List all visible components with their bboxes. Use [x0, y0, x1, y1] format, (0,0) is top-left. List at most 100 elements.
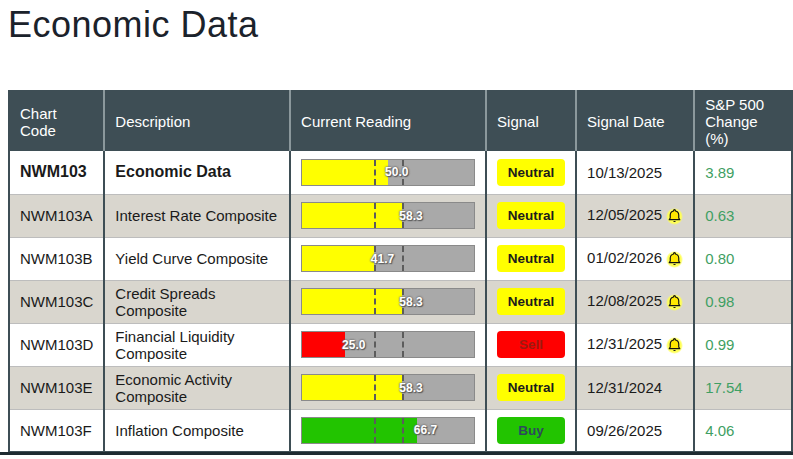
table-row: NWM103DFinancial Liquidity Composite 25.0…	[9, 323, 792, 366]
signal-badge[interactable]: Buy	[497, 417, 565, 444]
table-row: NWM103BYield Curve Composite 41.7 Neutral 0…	[9, 237, 792, 280]
reading-bar-track: 41.7	[301, 245, 475, 272]
alert-bell-icon[interactable]	[666, 294, 683, 311]
reading-value-label: 25.0	[342, 338, 365, 352]
sp500-change-cell: 0.80	[694, 237, 792, 280]
table-row: NWM103FInflation Composite 66.7 Buy 09/26/2…	[9, 409, 792, 452]
signal-cell: Neutral	[486, 194, 576, 237]
table-row: NWM103AInterest Rate Composite 58.3 Neutra…	[9, 194, 792, 237]
reading-bar-fill	[302, 203, 402, 228]
signal-date-cell: 12/05/2025	[576, 194, 694, 237]
chart-code-cell: NWM103D	[9, 323, 104, 366]
signal-date-text: 10/13/2025	[587, 164, 662, 181]
current-reading-cell: 41.7	[290, 237, 486, 280]
signal-badge[interactable]: Neutral	[497, 159, 565, 186]
description-cell: Economic Data	[104, 151, 290, 194]
signal-date-text: 12/31/2025	[587, 335, 662, 352]
signal-date-text: 01/02/2026	[587, 249, 662, 266]
signal-badge[interactable]: Neutral	[497, 374, 565, 401]
sp500-change-cell: 17.54	[694, 366, 792, 409]
sp500-change-cell: 0.99	[694, 323, 792, 366]
current-reading-cell: 50.0	[290, 151, 486, 194]
signal-date-cell: 12/31/2024	[576, 366, 694, 409]
chart-code-cell: NWM103F	[9, 409, 104, 452]
signal-cell: Neutral	[486, 151, 576, 194]
signal-date-cell: 12/31/2025	[576, 323, 694, 366]
threshold-line	[374, 203, 376, 228]
reading-value-label: 58.3	[399, 209, 422, 223]
description-cell: Financial Liquidity Composite	[104, 323, 290, 366]
description-cell: Economic Activity Composite	[104, 366, 290, 409]
alert-bell-icon[interactable]	[666, 251, 683, 268]
current-reading-cell: 66.7	[290, 409, 486, 452]
signal-badge[interactable]: Neutral	[497, 245, 565, 272]
signals-table-container: Chart CodeDescriptionCurrent ReadingSign…	[8, 90, 793, 453]
table-row: NWM103CCredit Spreads Composite 58.3 Neutr…	[9, 280, 792, 323]
reading-bar-fill	[302, 246, 374, 271]
chart-code-cell: NWM103A	[9, 194, 104, 237]
reading-bar-fill	[302, 375, 402, 400]
reading-bar-track: 66.7	[301, 417, 475, 444]
reading-bar-track: 58.3	[301, 288, 475, 315]
signal-date-text: 12/31/2024	[587, 379, 662, 396]
chart-code-cell: NWM103C	[9, 280, 104, 323]
sp500-change-cell: 4.06	[694, 409, 792, 452]
signal-date-cell: 10/13/2025	[576, 151, 694, 194]
table-row: NWM103Economic Data 50.0 Neutral 10/13/2025…	[9, 151, 792, 194]
description-cell: Credit Spreads Composite	[104, 280, 290, 323]
chart-code-cell: NWM103B	[9, 237, 104, 280]
page-title: Economic Data	[8, 4, 259, 46]
threshold-line	[374, 289, 376, 314]
threshold-line	[374, 375, 376, 400]
alert-bell-icon[interactable]	[666, 208, 683, 225]
sp500-change-cell: 0.98	[694, 280, 792, 323]
sp500-change-cell: 0.63	[694, 194, 792, 237]
threshold-line	[402, 246, 404, 271]
current-reading-cell: 58.3	[290, 366, 486, 409]
reading-bar-track: 58.3	[301, 374, 475, 401]
threshold-line	[402, 332, 404, 357]
column-header-sp500-change: S&P 500 Change (%)	[694, 91, 792, 151]
section-divider	[0, 452, 793, 455]
reading-value-label: 58.3	[399, 295, 422, 309]
signal-date-cell: 12/08/2025	[576, 280, 694, 323]
reading-value-label: 66.7	[414, 423, 437, 437]
signal-date-text: 12/08/2025	[587, 292, 662, 309]
signal-cell: Sell	[486, 323, 576, 366]
signals-table: Chart CodeDescriptionCurrent ReadingSign…	[8, 90, 793, 453]
reading-bar-fill	[302, 332, 345, 357]
column-header-signal-date: Signal Date	[576, 91, 694, 151]
current-reading-cell: 25.0	[290, 323, 486, 366]
signal-date-cell: 09/26/2025	[576, 409, 694, 452]
column-header-description: Description	[104, 91, 290, 151]
threshold-line	[374, 332, 376, 357]
current-reading-cell: 58.3	[290, 194, 486, 237]
signal-date-cell: 01/02/2026	[576, 237, 694, 280]
threshold-line	[402, 418, 404, 443]
reading-value-label: 41.7	[371, 252, 394, 266]
signal-cell: Neutral	[486, 280, 576, 323]
signal-badge[interactable]: Sell	[497, 331, 565, 358]
signal-badge[interactable]: Neutral	[497, 288, 565, 315]
signal-date-text: 12/05/2025	[587, 206, 662, 223]
alert-bell-icon[interactable]	[666, 337, 683, 354]
chart-code-cell: NWM103	[9, 151, 104, 194]
threshold-line	[374, 418, 376, 443]
table-row: NWM103EEconomic Activity Composite58.3Ne…	[9, 366, 792, 409]
signal-date-text: 09/26/2025	[587, 422, 662, 439]
header-row: Chart CodeDescriptionCurrent ReadingSign…	[9, 91, 792, 151]
column-header-signal: Signal	[486, 91, 576, 151]
current-reading-cell: 58.3	[290, 280, 486, 323]
signal-cell: Neutral	[486, 237, 576, 280]
column-header-chart-code: Chart Code	[9, 91, 104, 151]
reading-bar-track: 50.0	[301, 159, 475, 186]
sp500-change-cell: 3.89	[694, 151, 792, 194]
description-cell: Inflation Composite	[104, 409, 290, 452]
reading-value-label: 50.0	[385, 165, 408, 179]
description-cell: Interest Rate Composite	[104, 194, 290, 237]
column-header-current-reading: Current Reading	[290, 91, 486, 151]
signal-cell: Buy	[486, 409, 576, 452]
description-cell: Yield Curve Composite	[104, 237, 290, 280]
signal-badge[interactable]: Neutral	[497, 202, 565, 229]
reading-value-label: 58.3	[399, 381, 422, 395]
